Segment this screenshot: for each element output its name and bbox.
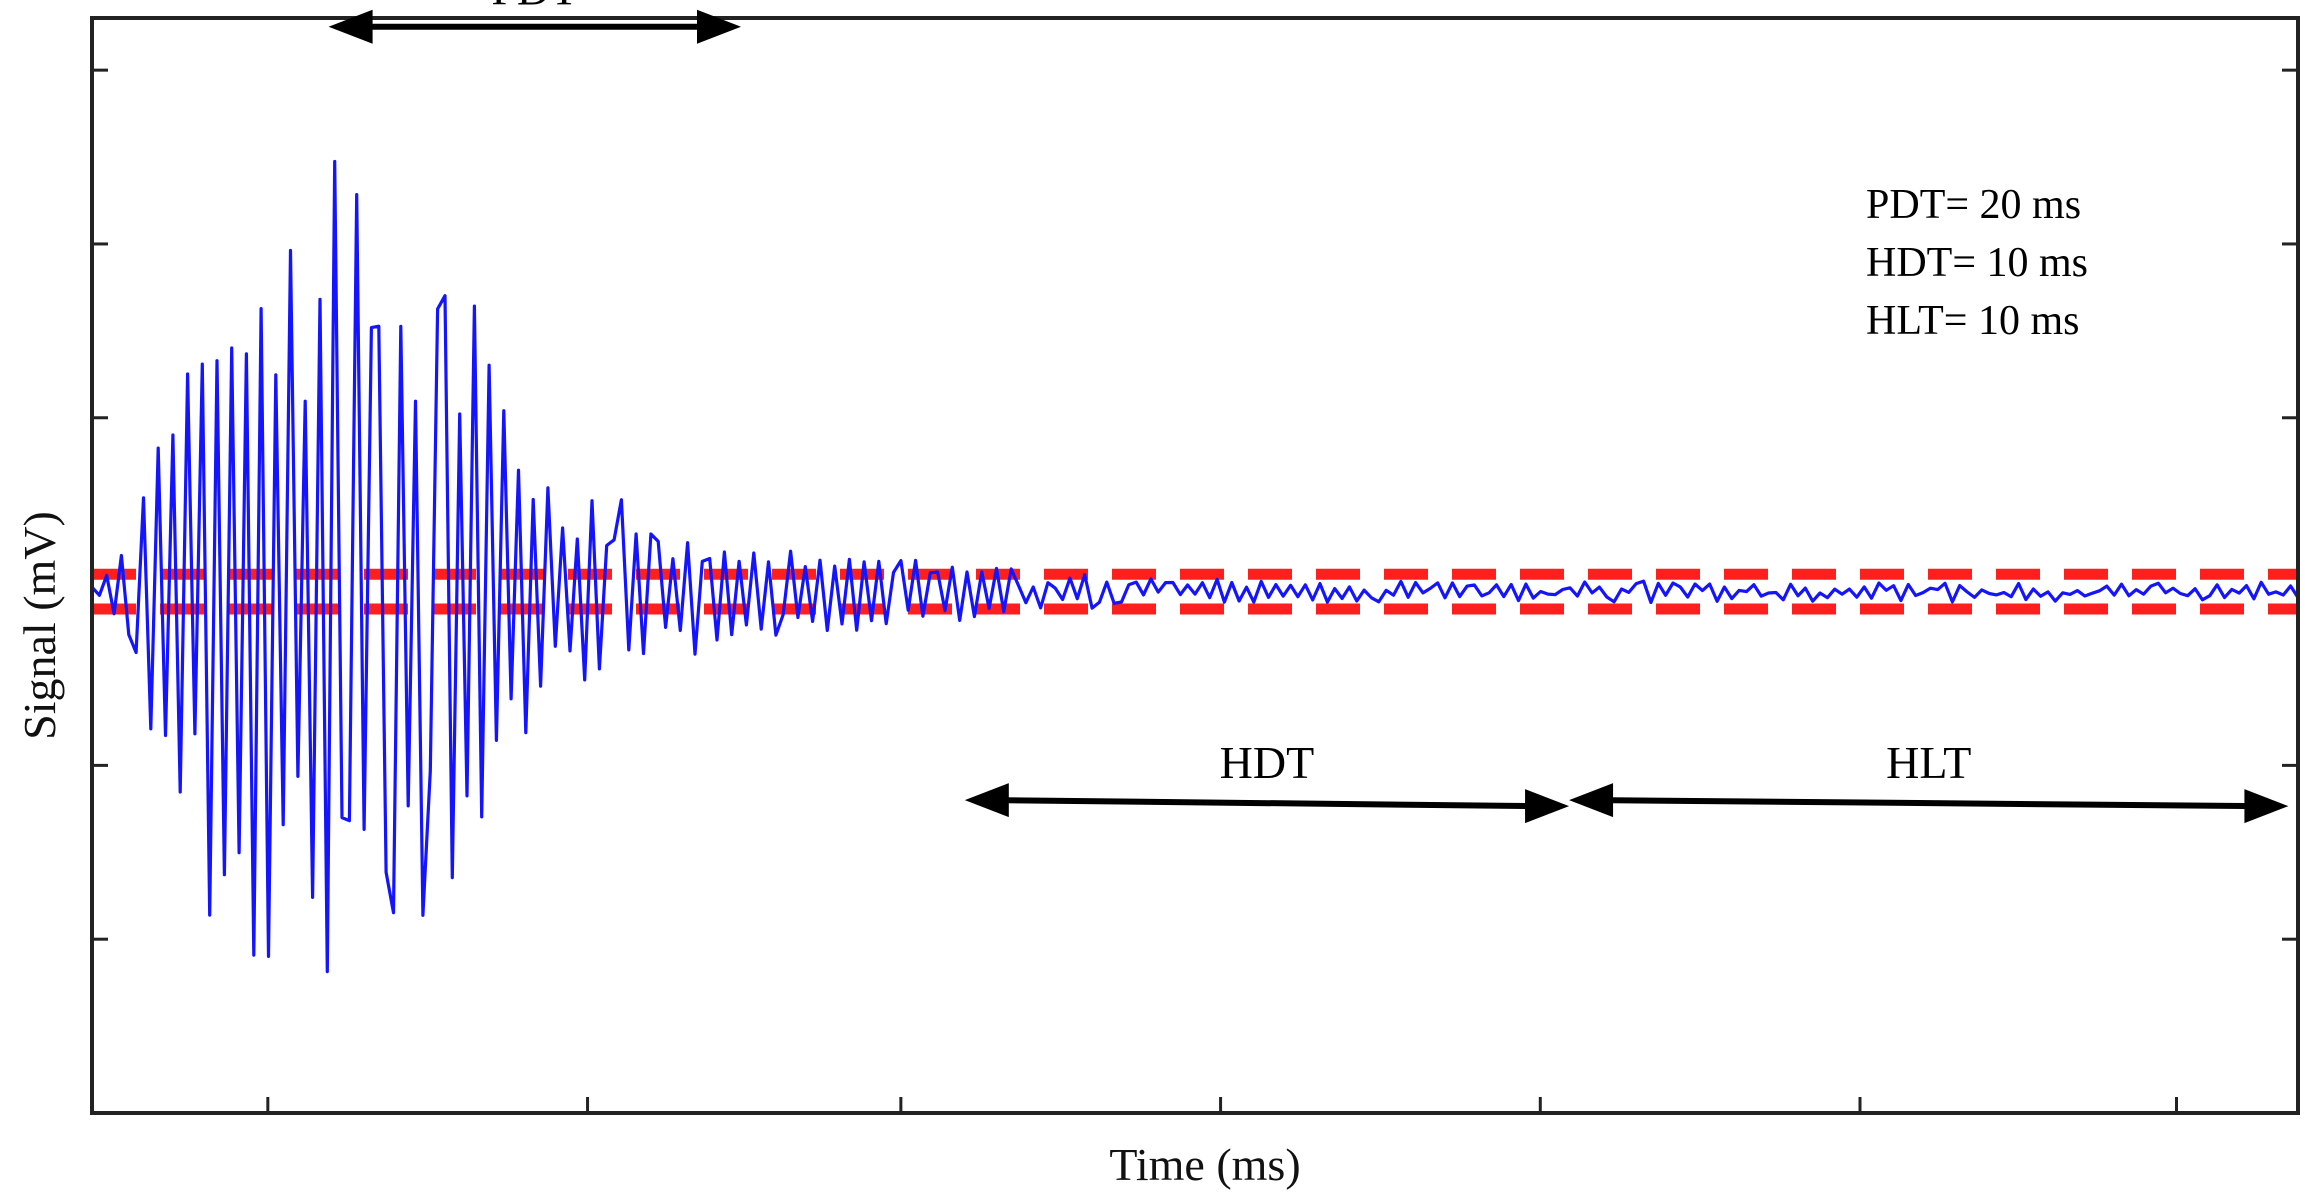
annotation-hlt: HLT	[1569, 737, 2289, 824]
axis-ticks	[92, 68, 2298, 1113]
threshold-lines	[92, 568, 2298, 615]
y-axis-label: Signal (mV)	[14, 511, 65, 740]
arrow-shaft	[1599, 797, 2259, 810]
annotation-hdt: HDT	[964, 737, 1570, 824]
annotation-label: HDT	[1220, 737, 1315, 788]
arrow-head	[2244, 789, 2289, 824]
param-pdt: PDT= 20 ms	[1866, 182, 2081, 228]
arrow-head	[697, 9, 742, 44]
annotation-label: HLT	[1886, 737, 1971, 788]
arrow-head	[964, 783, 1009, 818]
arrow-head	[1525, 789, 1570, 824]
signal-trace	[90, 159, 2300, 974]
param-hlt: HLT= 10 ms	[1866, 298, 2080, 344]
x-axis-label: Time (ms)	[1109, 1139, 1300, 1190]
annotation-pdt: PDT	[328, 0, 742, 44]
arrow-head	[1569, 783, 1614, 818]
signal-series	[90, 159, 2300, 974]
arrow-head	[328, 9, 373, 44]
plot-frame	[90, 16, 2300, 1115]
param-hdt: HDT= 10 ms	[1866, 240, 2088, 286]
interval-annotations: PDT HDT HLT	[328, 0, 2289, 824]
annotation-label: PDT	[491, 0, 578, 15]
arrow-shaft	[994, 797, 1540, 810]
